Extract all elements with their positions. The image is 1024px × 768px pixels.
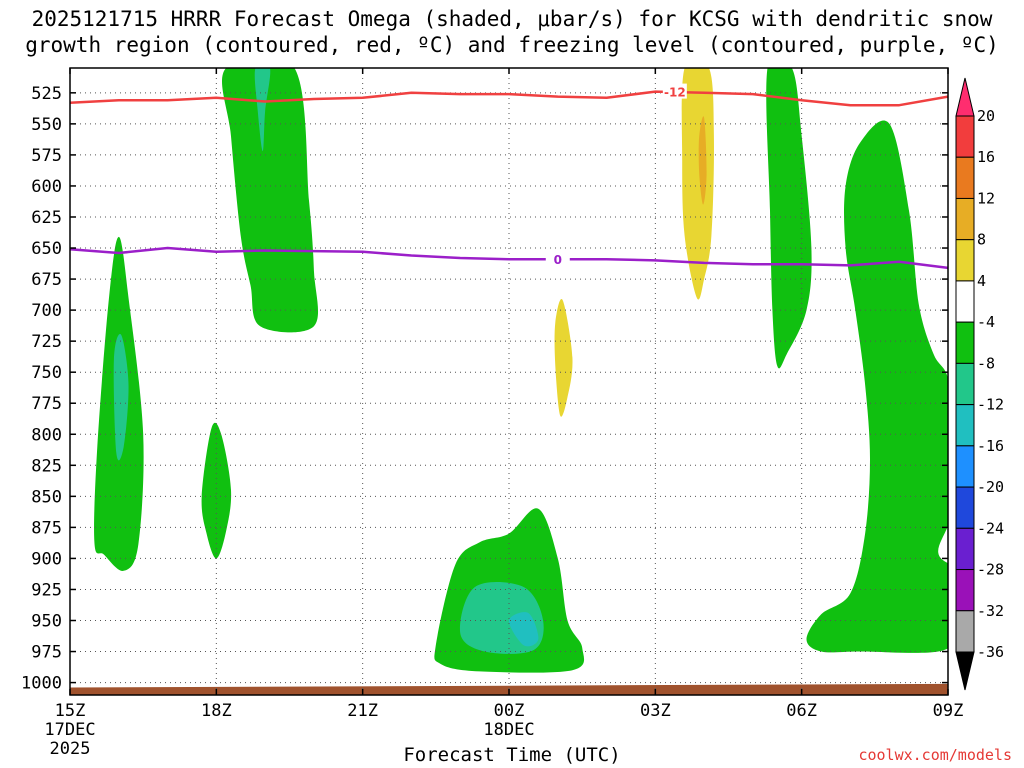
colorbar-level-label: 16 xyxy=(977,148,995,166)
chart-title: 2025121715 HRRR Forecast Omega (shaded, … xyxy=(0,6,1024,58)
colorbar-swatch xyxy=(955,404,975,447)
colorbar-swatch xyxy=(955,239,975,282)
x-tick-label: 06Z xyxy=(786,701,817,721)
y-tick-label: 625 xyxy=(31,208,62,228)
axes: 525 550 575 600 625 650 675 700 725 750 775 800 825 8… xyxy=(21,67,964,759)
colorbar-level-label: -20 xyxy=(977,478,1004,496)
y-tick-label: 775 xyxy=(31,394,62,414)
omega-region xyxy=(806,120,948,653)
omega-region xyxy=(508,612,539,647)
x-tick-label: 00Z xyxy=(494,701,525,721)
dgz-isotherm-contour xyxy=(69,90,949,107)
colorbar-swatch xyxy=(955,321,975,364)
x-tick-label: 09Z xyxy=(933,701,964,721)
contour-lines: 0 -12 xyxy=(69,83,949,270)
x-tick-date-label: 18DEC xyxy=(483,720,534,740)
x-tick-label: 18Z xyxy=(201,701,232,721)
freezing-level-contour xyxy=(69,246,949,270)
y-tick-label: 525 xyxy=(31,84,62,104)
omega-region xyxy=(554,299,573,417)
colorbar-swatch xyxy=(955,197,975,241)
colorbar-swatch xyxy=(955,445,975,488)
omega-region xyxy=(681,68,714,300)
colorbar-swatch xyxy=(955,362,975,406)
colorbar-level-label: 4 xyxy=(977,272,986,290)
y-tick-label: 950 xyxy=(31,612,62,632)
colorbar-max-triangle xyxy=(955,77,975,117)
x-tick-label: 21Z xyxy=(347,701,378,721)
colorbar-level-label: -28 xyxy=(977,561,1004,579)
y-tick-label: 675 xyxy=(31,270,62,290)
omega-region xyxy=(113,333,129,461)
y-tick-label: 825 xyxy=(31,456,62,476)
colorbar-level-label: -36 xyxy=(977,643,1004,661)
credit-link[interactable]: coolwx.com/models xyxy=(858,746,1012,764)
y-tick-label: 725 xyxy=(31,332,62,352)
omega-region xyxy=(201,422,232,559)
y-tick-label: 600 xyxy=(31,177,62,197)
colorbar-level-label: -8 xyxy=(977,354,995,372)
omega-shading xyxy=(70,68,948,695)
y-tick-label: 800 xyxy=(31,425,62,445)
dgz-isotherm-contour-label: -12 xyxy=(664,86,686,100)
y-tick-label: 1000 xyxy=(21,674,62,694)
omega-region xyxy=(254,68,271,152)
colorbar-level-label: -24 xyxy=(977,519,1004,537)
x-tick-date-label: 17DEC xyxy=(44,720,95,740)
x-axis-label: Forecast Time (UTC) xyxy=(403,744,621,766)
colorbar-swatch xyxy=(955,115,975,158)
colorbar-min-triangle xyxy=(955,651,975,691)
colorbar-level-label: -16 xyxy=(977,437,1004,455)
y-tick-label: 700 xyxy=(31,301,62,321)
x-tick-label: 15Z xyxy=(55,701,86,721)
colorbar: 20 16 12 8 4 -4 -8 -12 -16 -20 -24 -28 -32 -36 xyxy=(955,77,1004,691)
colorbar-level-label: 8 xyxy=(977,231,986,249)
x-tick-year-label: 2025 xyxy=(50,739,91,759)
y-tick-label: 850 xyxy=(31,487,62,507)
x-tick-label: 03Z xyxy=(640,701,671,721)
colorbar-swatch xyxy=(955,280,975,323)
y-tick-label: 650 xyxy=(31,239,62,259)
y-tick-label: 550 xyxy=(31,115,62,135)
y-tick-label: 925 xyxy=(31,580,62,600)
y-tick-label: 575 xyxy=(31,146,62,166)
omega-region xyxy=(222,68,319,333)
y-tick-label: 875 xyxy=(31,518,62,538)
freezing-level-contour-label: 0 xyxy=(554,253,562,267)
dgz-isotherm-contour-label-bg xyxy=(662,83,687,99)
omega-region xyxy=(766,68,812,369)
colorbar-level-label: -4 xyxy=(977,313,995,331)
y-tick-label: 975 xyxy=(31,643,62,663)
freezing-level-contour-label-bg xyxy=(545,251,570,267)
colorbar-swatch xyxy=(955,156,975,199)
colorbar-level-label: 12 xyxy=(977,189,995,207)
plot-area xyxy=(70,68,948,695)
chart-title-line1: 2025121715 HRRR Forecast Omega (shaded, … xyxy=(31,7,993,31)
y-tick-label: 750 xyxy=(31,363,62,383)
colorbar-level-label: 20 xyxy=(977,107,995,125)
colorbar-swatch xyxy=(955,610,975,653)
chart-title-line2: growth region (contoured, red, ºC) and f… xyxy=(25,33,999,57)
colorbar-level-label: -32 xyxy=(977,602,1004,620)
y-tick-label: 900 xyxy=(31,549,62,569)
colorbar-level-label: -12 xyxy=(977,396,1004,414)
colorbar-swatch xyxy=(955,486,975,529)
colorbar-swatch xyxy=(955,569,975,612)
colorbar-swatch xyxy=(955,527,975,571)
omega-region xyxy=(698,116,707,205)
